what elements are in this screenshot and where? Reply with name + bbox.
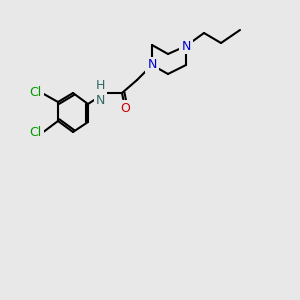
Text: H
N: H N [96,79,105,107]
Text: N: N [147,58,157,71]
Text: Cl: Cl [30,86,42,100]
Text: Cl: Cl [30,127,42,140]
Text: N: N [181,40,191,52]
Text: O: O [120,101,130,115]
